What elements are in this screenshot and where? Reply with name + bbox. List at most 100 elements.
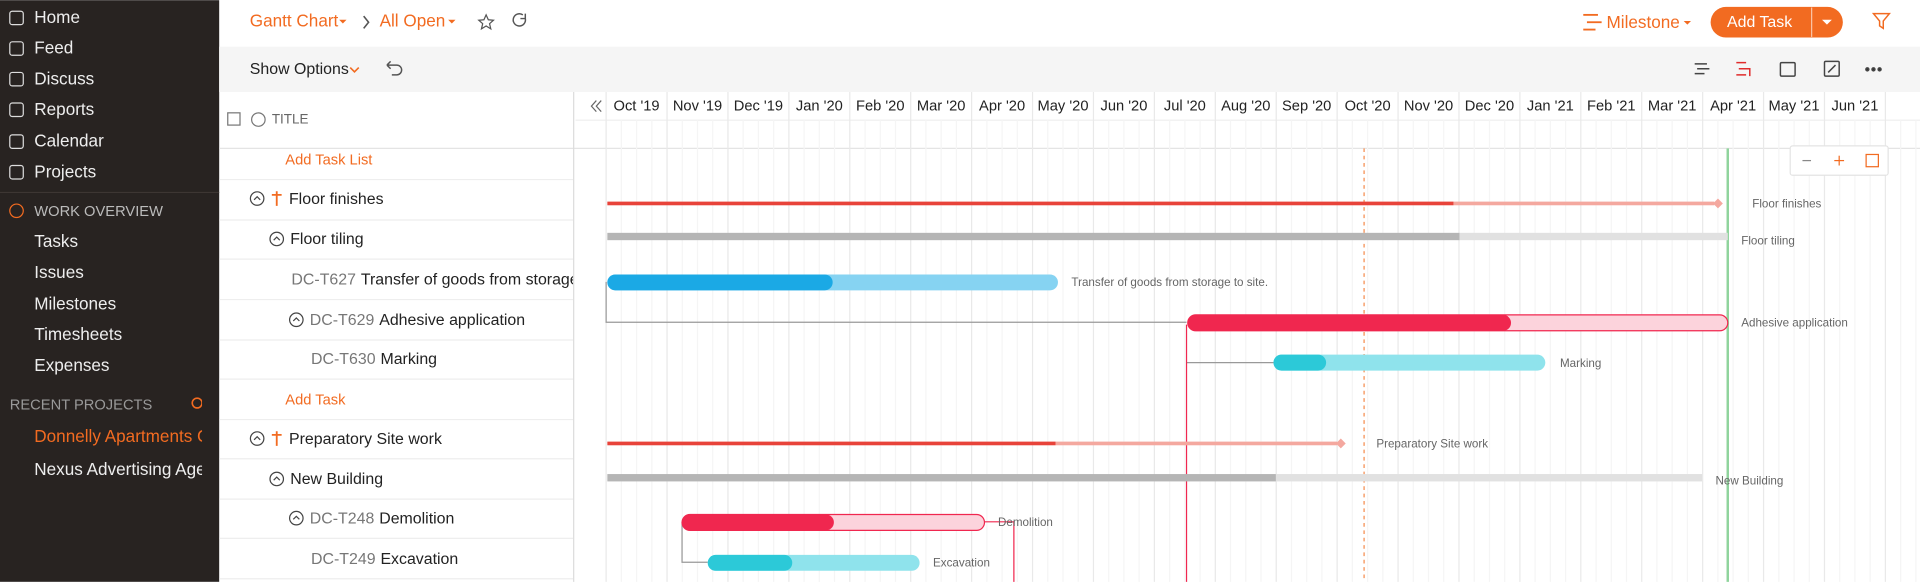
shape	[1877, 67, 1882, 72]
row-text[interactable]: Floor finishes	[289, 191, 384, 208]
row-text[interactable]: Preparatory Site work	[289, 431, 442, 448]
summary-rest	[1459, 232, 1728, 241]
task-progress	[1187, 314, 1512, 331]
zoom-control[interactable]	[1789, 145, 1889, 176]
dependency	[984, 521, 1015, 582]
favorite-icon[interactable]	[477, 13, 495, 31]
nav-item[interactable]: Expenses	[34, 355, 109, 375]
options-bar	[219, 46, 1920, 93]
row-text[interactable]: DC-T249 Excavation	[311, 551, 458, 568]
bar-label: New Building	[1716, 474, 1784, 487]
collapse-icon[interactable]	[288, 510, 304, 526]
month-label: Jun '21	[1831, 99, 1878, 115]
month-label: Mar '20	[917, 99, 966, 115]
task-id: DC-T627	[291, 272, 356, 289]
task-id: DC-T249	[311, 551, 376, 568]
filter-switch[interactable]: All Open	[380, 11, 446, 31]
task-name: New Building	[290, 471, 383, 488]
add-task-button[interactable]	[1710, 6, 1843, 38]
filter-icon[interactable]	[1871, 12, 1891, 30]
task-progress	[1273, 354, 1327, 371]
section-title: WORK OVERVIEW	[34, 204, 163, 220]
collapse-icon[interactable]	[249, 191, 265, 206]
columns-icon[interactable]	[227, 112, 241, 126]
nav-item[interactable]: Projects	[34, 161, 96, 181]
summary-done	[607, 474, 1276, 482]
month-label: Dec '20	[1465, 99, 1514, 115]
nav-item[interactable]: Calendar	[34, 131, 104, 151]
shape	[1827, 64, 1837, 73]
task-name: Marking	[380, 351, 437, 368]
sidebar-content: Home Feed Discuss Reports Calendar Projects WO…	[9, 7, 209, 479]
row-text[interactable]: DC-T627 Transfer of goods from storage to…	[291, 272, 608, 289]
row-text[interactable]: Add Task List	[285, 152, 372, 168]
recent-project[interactable]: Nexus Advertising Age	[34, 459, 205, 479]
collapse-icon[interactable]	[269, 231, 285, 247]
month-label: Oct '19	[614, 99, 660, 115]
scroll-left[interactable]	[590, 100, 602, 113]
undo-icon[interactable]	[386, 60, 403, 76]
row-text[interactable]: DC-T629 Adhesive application	[310, 312, 525, 329]
milestone-icon	[271, 431, 282, 446]
month-label: Mar '21	[1648, 99, 1697, 115]
collapse-icon[interactable]	[288, 312, 304, 328]
nav-item[interactable]: Milestones	[34, 294, 116, 314]
task-progress	[682, 514, 834, 531]
task-list: Add Task List Floor finishes Floor tiling D…	[219, 152, 608, 580]
summary-rest	[1055, 441, 1338, 446]
timeline-grid: Oct '19 Nov '19 Dec '19 Jan '20 Feb '20 Mar '…	[605, 92, 1917, 582]
row-text[interactable]: Add Task	[285, 392, 346, 408]
task-name: Excavation	[380, 551, 458, 568]
caret[interactable]	[1822, 19, 1832, 25]
row-text[interactable]: DC-T248 Demolition	[310, 511, 455, 528]
recent-project[interactable]: Donnelly Apartments C	[34, 426, 209, 446]
summary-done	[607, 201, 1454, 206]
month-label: Jan '21	[1527, 99, 1574, 115]
nav-item[interactable]: Timesheets	[34, 324, 122, 344]
month-label: Apr '20	[979, 99, 1025, 115]
collapse-chevron	[292, 317, 300, 322]
bar-label: Adhesive application	[1741, 317, 1848, 330]
month-label: Sep '20	[1282, 99, 1331, 115]
view-switch[interactable]: Gantt Chart	[250, 11, 339, 31]
nav-item[interactable]: Discuss	[34, 68, 94, 88]
caret	[1683, 21, 1692, 25]
task-progress	[707, 554, 793, 571]
month-label: Jul '20	[1164, 99, 1206, 115]
summary-done	[607, 232, 1460, 241]
nav-icon	[9, 164, 24, 180]
collapse-icon[interactable]	[269, 471, 285, 487]
milestone-diamond	[1713, 198, 1723, 209]
task-bar[interactable]	[1273, 354, 1546, 371]
nav-item[interactable]: Tasks	[34, 231, 78, 251]
nav-icon	[9, 10, 24, 26]
refresh-icon[interactable]	[512, 13, 527, 27]
row-text[interactable]: Floor tiling	[290, 231, 363, 248]
bar-label: Transfer of goods from storage to site.	[1071, 276, 1268, 289]
caret	[339, 19, 347, 24]
milestone-switch[interactable]: Milestone	[1607, 12, 1680, 32]
nav-item[interactable]: Home	[34, 7, 80, 27]
nav-item[interactable]: Issues	[34, 262, 83, 282]
view-icons[interactable]	[1694, 60, 1882, 77]
nav-item[interactable]: Feed	[34, 38, 73, 58]
task-id: DC-T629	[310, 312, 375, 329]
section-icon	[9, 203, 24, 219]
month-label: Jan '20	[796, 99, 843, 115]
add-task-label[interactable]: Add Task	[1727, 14, 1792, 31]
breadcrumb-sep	[363, 15, 370, 29]
row-text[interactable]: New Building	[290, 471, 383, 488]
collapse-all-icon[interactable]	[251, 112, 266, 127]
summary-rest	[1453, 201, 1715, 206]
caret	[448, 19, 456, 24]
nav-item[interactable]: Reports	[34, 99, 94, 119]
search-icon[interactable]	[191, 397, 203, 409]
row-text[interactable]: DC-T630 Marking	[311, 351, 437, 368]
month-label: Jun '20	[1100, 99, 1147, 115]
summary-done	[607, 441, 1056, 446]
month-label: Dec '19	[734, 99, 783, 115]
collapse-icon[interactable]	[249, 431, 265, 446]
show-options[interactable]: Show Options	[250, 61, 349, 78]
task-name: Adhesive application	[379, 312, 525, 329]
